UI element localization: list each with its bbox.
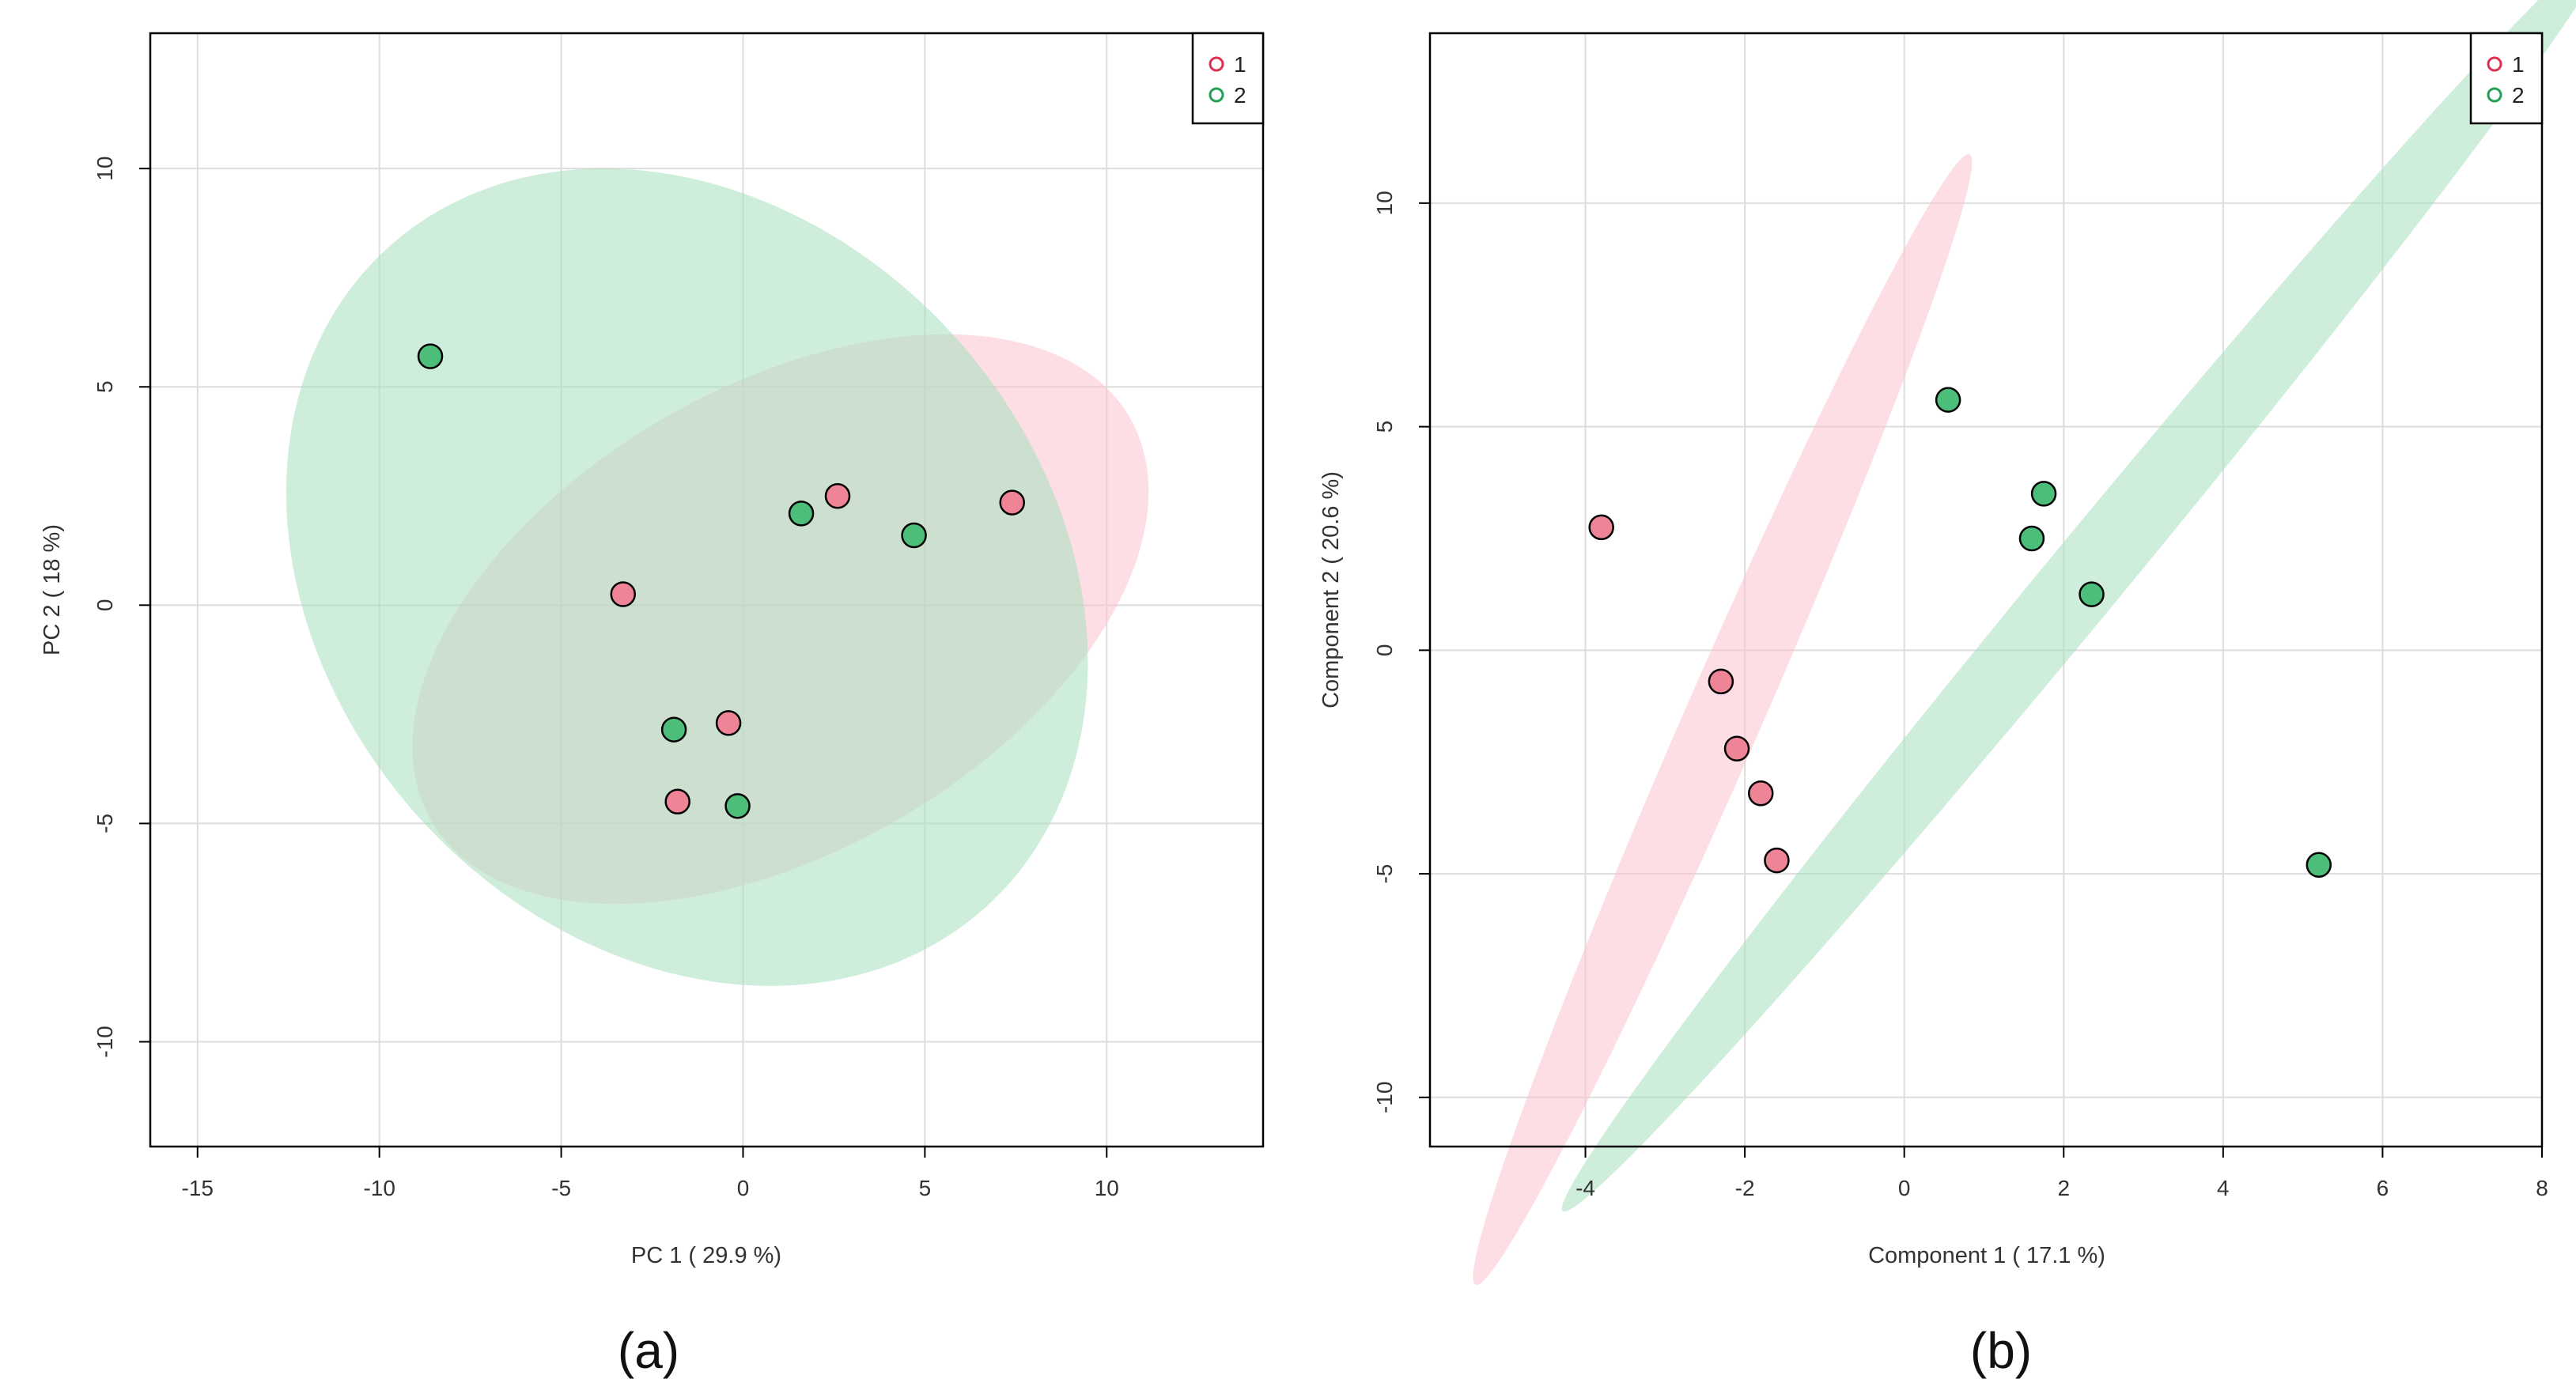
- panel-a-label: (a): [618, 1322, 679, 1379]
- panel-b-label: (b): [1970, 1322, 2032, 1379]
- panel-b-x-tick-label: 8: [2536, 1176, 2548, 1200]
- panel-b-point-group-2: [2306, 852, 2332, 878]
- panel-b-legend-marker-2: [2487, 87, 2502, 103]
- panel-a-y-axis: -10 -5 0 5 10: [93, 157, 150, 1058]
- panel-b-point-group-1: [1764, 847, 1790, 874]
- panel-b-legend: 1 2: [2469, 32, 2544, 125]
- panel-a-point-group-2: [788, 501, 815, 527]
- panel-a-ellipse-group-2: [286, 168, 1088, 986]
- panel-a-points: [417, 343, 1025, 819]
- panel-b-x-tick-label: 4: [2217, 1176, 2230, 1200]
- panel-a-x-tick-label: 10: [1095, 1176, 1119, 1200]
- panel-b-x-axis-title: Component 1 ( 17.1 %): [1868, 1243, 2105, 1268]
- panel-b-legend-label-2: 2: [2512, 83, 2525, 108]
- panel-b-point-group-2: [2018, 525, 2045, 552]
- panel-a-x-tick-label: 5: [919, 1176, 932, 1200]
- panel-b-point-group-2: [1935, 387, 1961, 413]
- panel-a-legend-label-1: 1: [1234, 52, 1246, 77]
- panel-b-ellipse-group-1: [1473, 153, 1973, 1286]
- panel-b-y-axis-title: Component 2 ( 20.6 %): [1318, 471, 1344, 708]
- panel-a-x-tick-label: 0: [737, 1176, 750, 1200]
- panel-b-x-tick-label: 0: [1898, 1176, 1911, 1200]
- panel-b-point-group-1: [1748, 780, 1774, 807]
- panel-a-point-group-1: [715, 710, 742, 736]
- panel-a-x-tick-label: -5: [551, 1176, 571, 1200]
- panel-a-pca-plot: -15 -10 -5 0 5 10 -10 -5 0 5 10 PC 1 ( 29.9 %) PC…: [40, 32, 1265, 1379]
- panel-a-y-tick-label: -5: [93, 814, 117, 833]
- panel-a-x-axis: -15 -10 -5 0 5 10: [182, 1146, 1119, 1200]
- panel-b-point-group-1: [1708, 668, 1734, 695]
- panel-b-points: [1588, 387, 2332, 878]
- panel-b-x-tick-label: 2: [2057, 1176, 2070, 1200]
- panel-b-x-axis: -4 -2 0 2 4 6 8: [1575, 1146, 2548, 1200]
- panel-b-component-plot: -4 -2 0 2 4 6 8 -10 -5 0 5 10 Component 1 ( 17.1 %…: [1318, 0, 2576, 1379]
- panel-b-point-group-1: [1723, 735, 1750, 761]
- panel-b-y-axis: -10 -5 0 5 10: [1372, 191, 1430, 1113]
- panel-a-y-tick-label: 0: [93, 599, 117, 612]
- panel-b-ellipse-group-2: [1561, 0, 2576, 1212]
- panel-b-x-tick-label: -2: [1735, 1176, 1755, 1200]
- panel-a-point-group-1: [824, 483, 851, 509]
- panel-b-y-tick-label: 5: [1372, 421, 1397, 433]
- panel-b-x-tick-label: -4: [1575, 1176, 1595, 1200]
- panel-b-y-tick-label: -10: [1372, 1082, 1397, 1113]
- panel-a-point-group-2: [660, 716, 687, 742]
- panel-a-legend-marker-1: [1209, 56, 1224, 72]
- panel-b-ellipses: [1473, 0, 2576, 1286]
- panel-a-point-group-1: [610, 581, 636, 607]
- panel-a-ellipses: [286, 168, 1149, 986]
- panel-b-x-tick-label: 6: [2377, 1176, 2389, 1200]
- panel-b-y-tick-label: 10: [1372, 191, 1397, 215]
- panel-a-legend: 1 2: [1191, 32, 1265, 125]
- panel-a-legend-marker-2: [1209, 87, 1224, 103]
- panel-a-x-axis-title: PC 1 ( 29.9 %): [631, 1243, 781, 1268]
- panel-a-point-group-2: [724, 793, 751, 819]
- panel-a-point-group-1: [999, 489, 1025, 516]
- panel-a-y-axis-title: PC 2 ( 18 %): [40, 524, 65, 656]
- panel-a-point-group-2: [901, 522, 927, 549]
- panel-b-y-tick-label: -5: [1372, 864, 1397, 884]
- panel-a-point-group-1: [664, 788, 690, 815]
- panel-b-point-group-2: [2079, 581, 2105, 607]
- panel-a-x-tick-label: -10: [363, 1176, 395, 1200]
- panel-b-y-tick-label: 0: [1372, 644, 1397, 657]
- panel-a-legend-label-2: 2: [1234, 83, 1246, 108]
- panel-a-y-tick-label: -10: [93, 1026, 117, 1057]
- panel-b-point-group-2: [2030, 481, 2057, 507]
- panel-a-x-tick-label: -15: [182, 1176, 214, 1200]
- panel-a-y-tick-label: 10: [93, 157, 117, 181]
- panel-a-y-tick-label: 5: [93, 380, 117, 393]
- panel-b-legend-box: [2469, 32, 2544, 125]
- panel-b-legend-label-1: 1: [2512, 52, 2525, 77]
- panel-b-legend-marker-1: [2487, 56, 2502, 72]
- panel-b-point-group-1: [1588, 514, 1614, 541]
- panel-a-point-group-2: [417, 343, 444, 369]
- panel-a-legend-box: [1191, 32, 1265, 125]
